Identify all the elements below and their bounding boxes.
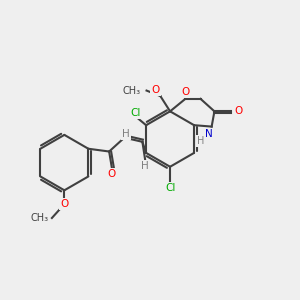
Text: O: O <box>60 199 68 209</box>
Text: O: O <box>181 87 190 97</box>
Text: Cl: Cl <box>130 108 140 118</box>
Text: CH₃: CH₃ <box>30 213 48 223</box>
Text: Cl: Cl <box>165 183 175 193</box>
Text: N: N <box>205 129 213 139</box>
Text: O: O <box>151 85 160 95</box>
Text: H: H <box>122 129 130 139</box>
Text: H: H <box>141 161 149 171</box>
Text: CH₃: CH₃ <box>122 85 140 96</box>
Text: O: O <box>234 106 242 116</box>
Text: H: H <box>197 136 204 146</box>
Text: O: O <box>108 169 116 179</box>
